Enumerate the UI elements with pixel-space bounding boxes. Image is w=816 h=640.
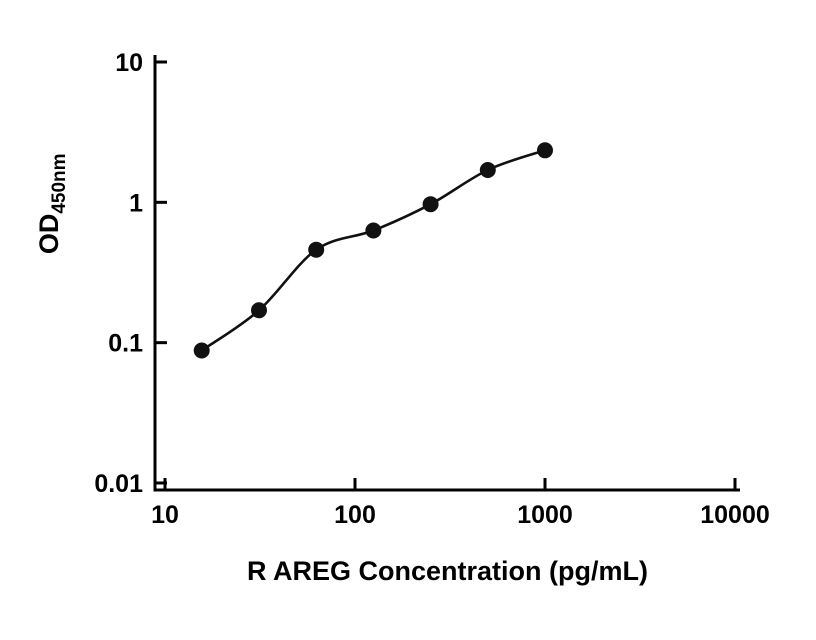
- y-tick-label: 1: [129, 189, 143, 217]
- tick-labels: 10 100 1000 10000 10 1 0.1 0.01: [94, 49, 769, 529]
- y-tick-label: 0.1: [108, 330, 143, 358]
- data-point: [251, 302, 267, 319]
- y-tick-label: 0.01: [94, 470, 143, 498]
- data-point: [537, 142, 553, 159]
- fit-curve: [200, 149, 546, 352]
- y-tick-label: 10: [115, 49, 143, 77]
- data-point: [479, 162, 496, 178]
- data-point: [422, 196, 439, 213]
- x-tick-label: 100: [334, 501, 376, 529]
- data-points: [193, 142, 553, 359]
- x-tick-label: 10: [151, 501, 179, 529]
- tick-marks: [155, 60, 737, 490]
- x-tick-label: 10000: [700, 501, 770, 529]
- data-point: [193, 342, 210, 359]
- x-tick-label: 1000: [517, 501, 573, 529]
- axes: [153, 55, 740, 492]
- y-axis-title: OD450nm: [34, 153, 70, 254]
- x-axis-title: R AREG Concentration (pg/mL): [247, 556, 648, 586]
- data-point: [308, 241, 325, 258]
- data-point: [365, 222, 382, 239]
